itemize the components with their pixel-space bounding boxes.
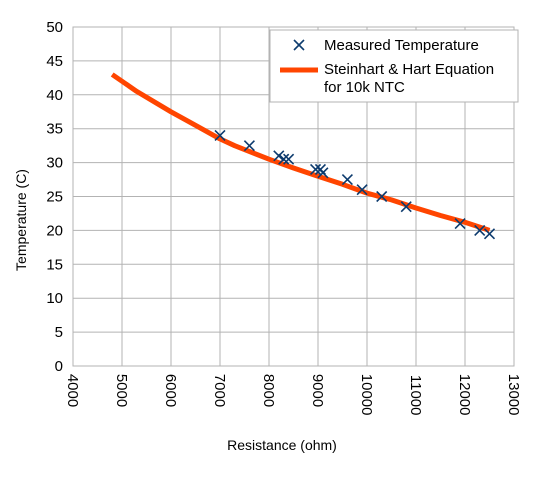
plot-area-border	[72, 26, 515, 367]
data-point-measured	[474, 224, 486, 236]
y-tick-label: 0	[55, 358, 63, 375]
legend-box	[269, 29, 519, 103]
x-tick-labels: 4000 5000 6000 7000 8000 9000 10000 11000 12000 1…	[64, 374, 522, 416]
data-point-measured	[243, 140, 255, 152]
y-tick-label: 10	[46, 290, 63, 307]
x-tick-label: 13000	[505, 374, 522, 416]
data-point-measured	[273, 150, 285, 162]
data-point-measured	[309, 163, 322, 175]
x-tick-label: 10000	[358, 374, 375, 416]
y-tick-label: 15	[46, 256, 63, 273]
x-tick-label: 5000	[113, 374, 130, 407]
y-axis-title: Temperature (C)	[13, 169, 29, 271]
legend: Measured Temperature Steinhart & Hart Eq…	[269, 29, 519, 103]
data-point-measured	[356, 184, 368, 196]
legend-x-glyph	[293, 39, 305, 51]
data-point-measured	[400, 201, 412, 213]
x-tick-label: 11000	[407, 375, 424, 416]
x-tick-label: 8000	[260, 374, 277, 407]
legend-label-measured: Measured Temperature	[324, 37, 479, 54]
data-point-measured	[214, 129, 226, 142]
series-line-layer	[110, 72, 491, 233]
data-point-measured	[341, 173, 353, 186]
x-tick-label: 9000	[309, 374, 326, 407]
y-tick-labels: 0 5 10 15 20 25 30 35 40 45 50	[46, 19, 63, 375]
data-point-measured	[283, 153, 295, 165]
data-point-measured	[483, 228, 496, 240]
x-tick-label: 12000	[456, 374, 473, 416]
legend-marker-measured	[293, 39, 305, 51]
y-tick-label: 35	[46, 121, 63, 138]
y-tick-label: 5	[55, 324, 63, 341]
x-tick-label: 7000	[211, 374, 228, 407]
y-tick-label: 25	[46, 189, 63, 206]
x-tick-label: 6000	[162, 374, 179, 407]
y-tick-label: 45	[46, 53, 63, 70]
y-tick-label: 30	[46, 155, 63, 172]
data-point-measured	[376, 190, 388, 203]
data-point-measured	[278, 153, 290, 165]
x-axis-title: Resistance (ohm)	[227, 437, 337, 453]
y-tick-label: 50	[46, 19, 63, 36]
y-tick-label: 20	[46, 222, 63, 239]
legend-label-steinhart: Steinhart & Hart Equation for 10k NTC	[324, 61, 494, 96]
series-points-layer	[214, 129, 496, 240]
data-point-measured	[454, 218, 466, 230]
data-point-measured	[317, 167, 329, 179]
plot-frame	[72, 26, 515, 367]
y-tick-label: 40	[46, 87, 63, 104]
series-line-steinhart-hart	[110, 72, 491, 233]
x-tick-label: 4000	[64, 374, 81, 407]
